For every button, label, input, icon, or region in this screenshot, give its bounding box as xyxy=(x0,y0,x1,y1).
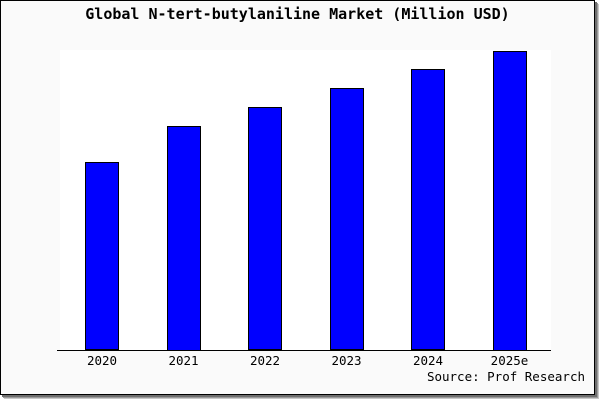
x-tick-label-2023: 2023 xyxy=(331,353,362,368)
bar-2020 xyxy=(85,162,119,351)
x-tick-label-2025e: 2025e xyxy=(490,353,529,368)
bar-2024 xyxy=(411,69,445,351)
bar-2021 xyxy=(166,125,201,351)
x-tick-label-2022: 2022 xyxy=(249,353,281,368)
x-axis-line xyxy=(57,349,551,351)
bar-2022 xyxy=(248,106,282,351)
x-tick-label-2021: 2021 xyxy=(168,353,199,368)
bar-2023 xyxy=(329,87,364,351)
x-tick-label-2024: 2024 xyxy=(412,353,444,368)
x-tick-label-2020: 2020 xyxy=(86,353,118,368)
source-credit: Source: Prof Research xyxy=(426,369,585,384)
chart-title: Global N-tert-butylaniline Market (Milli… xyxy=(85,5,510,23)
plot-area xyxy=(60,50,551,350)
bar-2025e xyxy=(492,50,527,351)
